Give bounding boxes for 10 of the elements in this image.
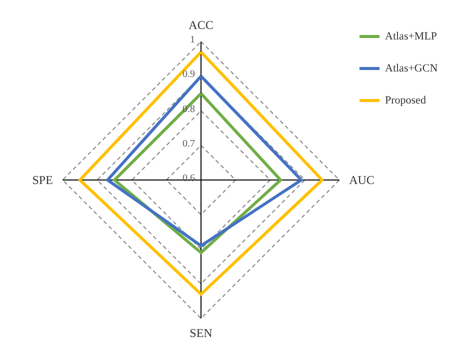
spoke-label: SEN [190,326,213,340]
spoke-label: ACC [188,18,214,32]
spoke-label: AUC [349,173,374,187]
legend-label: Atlas+MLP [385,30,438,42]
legend-label: Atlas+GCN [385,62,438,74]
y-tick-label: 0.7 [182,138,195,150]
y-tick-label: 0.9 [182,69,195,80]
legend-label: Proposed [385,94,426,106]
spoke-label: SPE [32,173,53,187]
y-tick-label: 1 [190,34,195,46]
